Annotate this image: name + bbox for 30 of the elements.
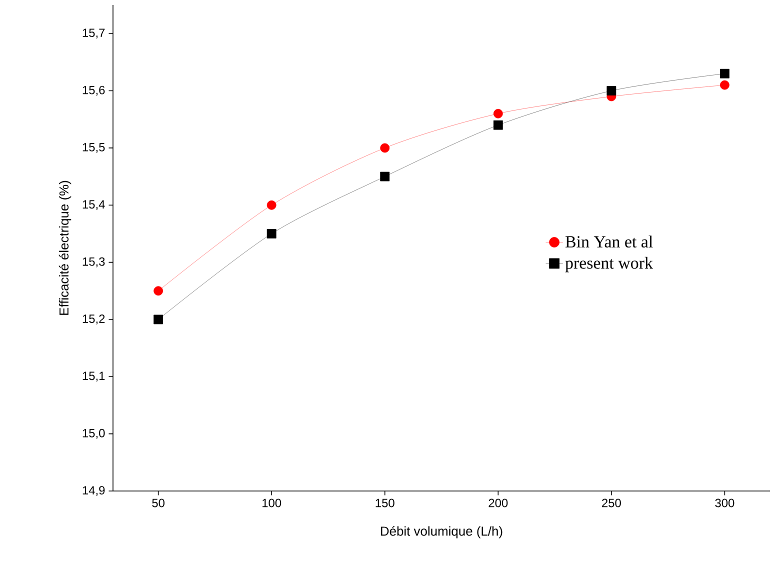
y-tick-label: 15,3 — [82, 257, 105, 268]
point — [380, 143, 390, 153]
point — [266, 200, 276, 210]
x-tick-label: 250 — [602, 498, 621, 508]
y-tick-label: 15,6 — [82, 86, 105, 96]
y-tick-label: 15,0 — [82, 428, 105, 439]
x-tick-label: 200 — [488, 498, 508, 508]
point — [154, 286, 164, 296]
y-tick-label: 14,9 — [82, 486, 105, 496]
legend-label: Bin Yan et al — [565, 236, 653, 248]
point — [606, 86, 616, 96]
x-tick-label: 150 — [376, 498, 394, 508]
y-axis-title: Efficacité électrique (%) — [58, 180, 72, 315]
x-tick-label: 50 — [152, 498, 164, 508]
x-tick-label: 300 — [715, 498, 734, 508]
point — [154, 314, 164, 324]
y-tick-label: 15,4 — [82, 200, 105, 210]
y-tick-label: 15,7 — [82, 28, 105, 38]
y-tick-label: 15,1 — [82, 372, 105, 382]
x-tick-label: 100 — [262, 498, 282, 508]
x-axis-title: Débit volumique (L/h) — [381, 526, 502, 538]
point — [266, 229, 276, 238]
point — [720, 68, 730, 78]
y-tick-label: 15,2 — [82, 314, 105, 324]
point — [493, 108, 503, 118]
y-tick-label: 15,5 — [82, 143, 105, 153]
point — [720, 80, 730, 90]
point — [493, 120, 503, 130]
point — [380, 172, 390, 182]
legend-label: present work — [565, 256, 653, 272]
